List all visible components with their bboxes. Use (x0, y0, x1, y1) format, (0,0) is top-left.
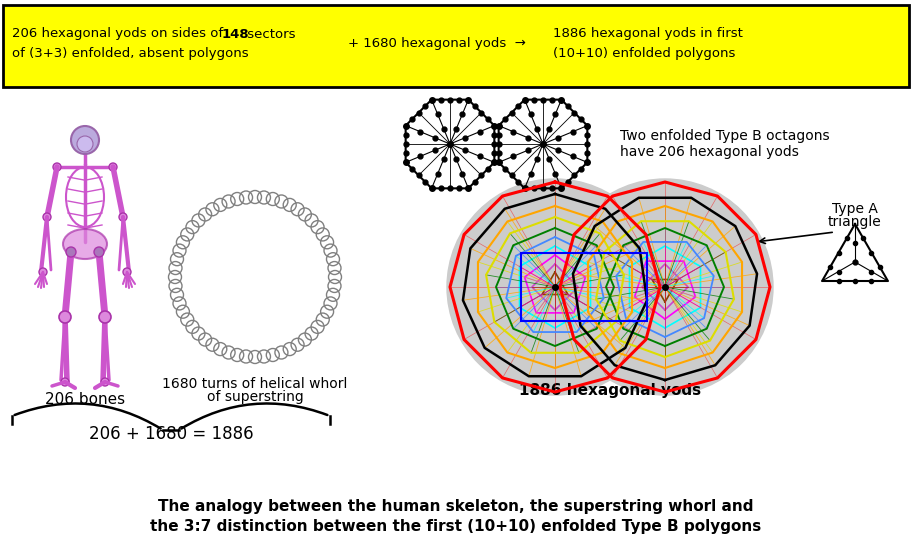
Text: Type A: Type A (831, 202, 877, 216)
Text: of (3+3) enfolded, absent polygons: of (3+3) enfolded, absent polygons (12, 47, 249, 60)
Circle shape (66, 247, 76, 257)
Circle shape (94, 247, 104, 257)
Circle shape (99, 311, 111, 323)
Circle shape (43, 213, 51, 221)
Text: 1886 hexagonal yods: 1886 hexagonal yods (518, 383, 701, 397)
Circle shape (61, 378, 69, 386)
Text: 148: 148 (221, 28, 250, 41)
Text: 206 hexagonal yods on sides of: 206 hexagonal yods on sides of (12, 28, 227, 41)
Text: the 3:7 distinction between the first (10+10) enfolded Type B polygons: the 3:7 distinction between the first (1… (150, 519, 761, 533)
Text: (10+10) enfolded polygons: (10+10) enfolded polygons (552, 47, 734, 60)
Circle shape (101, 378, 109, 386)
Ellipse shape (63, 229, 107, 259)
Circle shape (59, 311, 71, 323)
Circle shape (118, 213, 127, 221)
Text: The analogy between the human skeleton, the superstring whorl and: The analogy between the human skeleton, … (159, 500, 752, 514)
Text: of superstring: of superstring (207, 390, 303, 404)
Circle shape (109, 163, 117, 171)
Text: + 1680 hexagonal yods  →: + 1680 hexagonal yods → (348, 37, 526, 50)
Text: Two enfolded Type B octagons
have 206 hexagonal yods: Two enfolded Type B octagons have 206 he… (619, 129, 829, 159)
Text: sectors: sectors (242, 28, 295, 41)
Circle shape (446, 179, 662, 395)
Text: 206 + 1680 = 1886: 206 + 1680 = 1886 (88, 425, 253, 443)
Circle shape (557, 179, 773, 395)
FancyBboxPatch shape (3, 5, 908, 87)
Text: 206 bones: 206 bones (45, 392, 125, 408)
Text: 1886 hexagonal yods in first: 1886 hexagonal yods in first (552, 28, 742, 41)
Circle shape (71, 126, 99, 154)
Circle shape (123, 268, 131, 276)
Text: 1680 turns of helical whorl: 1680 turns of helical whorl (162, 377, 347, 391)
Circle shape (53, 163, 61, 171)
Circle shape (77, 136, 93, 152)
Text: triangle: triangle (827, 215, 881, 229)
Circle shape (39, 268, 47, 276)
Bar (520, 253, 646, 321)
